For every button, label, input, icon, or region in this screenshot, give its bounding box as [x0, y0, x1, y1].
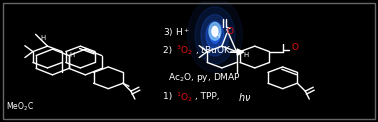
Ellipse shape [209, 22, 221, 40]
Text: 2): 2) [163, 46, 175, 55]
Text: 1): 1) [163, 92, 175, 101]
Ellipse shape [195, 7, 235, 64]
Text: H: H [69, 52, 74, 58]
Ellipse shape [210, 27, 220, 43]
Text: O: O [226, 27, 233, 36]
Text: $^{1}$O$_2$: $^{1}$O$_2$ [176, 90, 193, 104]
Text: MeO$_2$C: MeO$_2$C [6, 100, 34, 113]
Text: Ac$_2$O, py, DMAP: Ac$_2$O, py, DMAP [168, 71, 241, 84]
Text: 3) H$^+$: 3) H$^+$ [163, 26, 190, 39]
Text: O: O [291, 43, 298, 52]
Text: H: H [40, 35, 45, 41]
Text: H: H [244, 52, 249, 58]
Text: $^{3}$O$_2$: $^{3}$O$_2$ [176, 43, 193, 57]
Text: , TPP,: , TPP, [195, 92, 220, 101]
Ellipse shape [206, 21, 224, 49]
Text: , $t$BuOK: , $t$BuOK [195, 44, 231, 56]
Text: H: H [214, 33, 220, 39]
Ellipse shape [187, 0, 242, 72]
Ellipse shape [201, 15, 229, 56]
Text: $h\nu$: $h\nu$ [238, 91, 251, 103]
Ellipse shape [212, 26, 218, 36]
